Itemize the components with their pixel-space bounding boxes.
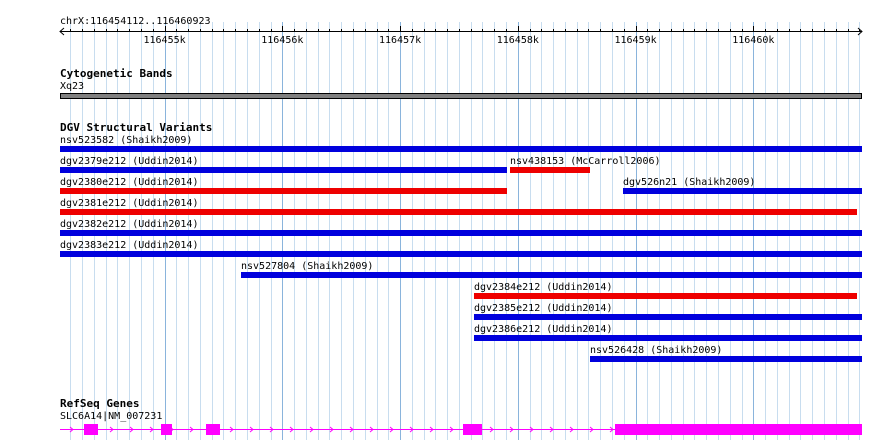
strand-arrow bbox=[569, 426, 574, 433]
dgv-feature-label[interactable]: nsv523582 (Shaikh2009) bbox=[60, 135, 193, 146]
dgv-feature-label[interactable]: dgv2379e212 (Uddin2014) bbox=[60, 156, 199, 167]
dgv-feature-bar[interactable] bbox=[60, 167, 507, 173]
ruler-tick-label: 116456k bbox=[261, 35, 304, 46]
ruler-tick-label: 116455k bbox=[143, 35, 186, 46]
dgv-feature-label[interactable]: dgv2382e212 (Uddin2014) bbox=[60, 219, 199, 230]
exon bbox=[84, 424, 98, 435]
dgv-feature-label[interactable]: dgv2381e212 (Uddin2014) bbox=[60, 198, 199, 209]
ruler-left-arrow bbox=[59, 27, 65, 36]
refseq-track-title[interactable]: RefSeq Genes bbox=[60, 397, 140, 410]
ruler-tick-label: 116457k bbox=[378, 35, 422, 46]
ruler bbox=[59, 26, 863, 36]
strand-arrow bbox=[149, 426, 154, 433]
ruler-tick-label: 116460k bbox=[732, 35, 775, 46]
dgv-feature-label[interactable]: dgv2386e212 (Uddin2014) bbox=[474, 324, 613, 335]
strand-arrow bbox=[589, 426, 594, 433]
dgv-feature-label[interactable]: nsv527804 (Shaikh2009) bbox=[241, 261, 374, 272]
strand-arrow bbox=[69, 426, 74, 433]
dgv-feature-label[interactable]: nsv438153 (McCarroll2006) bbox=[510, 156, 661, 167]
dgv-feature-label[interactable]: dgv526n21 (Shaikh2009) bbox=[623, 177, 756, 188]
strand-arrow bbox=[229, 426, 234, 433]
dgv-feature-bar[interactable] bbox=[474, 314, 862, 320]
exon bbox=[615, 424, 862, 435]
strand-arrow bbox=[269, 426, 274, 433]
dgv-feature-bar[interactable] bbox=[241, 272, 862, 278]
ruler-tick-label: 116458k bbox=[496, 35, 539, 46]
dgv-feature-bar[interactable] bbox=[623, 188, 862, 194]
dgv-feature-label[interactable]: dgv2380e212 (Uddin2014) bbox=[60, 177, 199, 188]
ruler-tick-label: 116459k bbox=[614, 35, 657, 46]
dgv-feature-bar[interactable] bbox=[474, 335, 862, 341]
strand-arrow bbox=[549, 426, 554, 433]
strand-arrow bbox=[389, 426, 394, 433]
exon bbox=[463, 424, 482, 435]
strand-arrow bbox=[449, 426, 454, 433]
dgv-feature-bar[interactable] bbox=[510, 167, 590, 173]
strand-arrow bbox=[489, 426, 494, 433]
dgv-feature-label[interactable]: nsv526428 (Shaikh2009) bbox=[590, 345, 723, 356]
gene-label[interactable]: SLC6A14|NM_007231 bbox=[60, 411, 163, 422]
dgv-feature-bar[interactable] bbox=[60, 146, 862, 152]
dgv-feature-bar[interactable] bbox=[60, 209, 857, 215]
dgv-feature-bar[interactable] bbox=[60, 251, 862, 257]
dgv-feature-label[interactable]: dgv2385e212 (Uddin2014) bbox=[474, 303, 613, 314]
dgv-feature-bar[interactable] bbox=[590, 356, 862, 362]
strand-arrow bbox=[609, 426, 614, 433]
strand-arrow bbox=[509, 426, 514, 433]
strand-arrow bbox=[529, 426, 534, 433]
cytoband-label: Xq23 bbox=[60, 81, 85, 92]
strand-arrow bbox=[329, 426, 334, 433]
strand-arrow bbox=[369, 426, 374, 433]
exon bbox=[161, 424, 172, 435]
cytoband-bar[interactable] bbox=[60, 93, 862, 99]
dgv-feature-label[interactable]: dgv2383e212 (Uddin2014) bbox=[60, 240, 199, 251]
strand-arrow bbox=[109, 426, 114, 433]
coordinate-label: chrX:116454112..116460923 bbox=[60, 16, 211, 27]
strand-arrow bbox=[429, 426, 434, 433]
exon bbox=[206, 424, 220, 435]
strand-arrow bbox=[349, 426, 354, 433]
dgv-feature-bar[interactable] bbox=[60, 230, 862, 236]
strand-arrow bbox=[249, 426, 254, 433]
dgv-feature-label[interactable]: dgv2384e212 (Uddin2014) bbox=[474, 282, 613, 293]
dgv-feature-bar[interactable] bbox=[474, 293, 857, 299]
dgv-feature-bar[interactable] bbox=[60, 188, 507, 194]
strand-arrow bbox=[289, 426, 294, 433]
strand-arrow bbox=[129, 426, 134, 433]
strand-arrow bbox=[309, 426, 314, 433]
strand-arrow bbox=[409, 426, 414, 433]
dgv-track-title[interactable]: DGV Structural Variants bbox=[60, 121, 213, 134]
strand-arrow bbox=[189, 426, 194, 433]
cytogenetic-track-title[interactable]: Cytogenetic Bands bbox=[60, 67, 173, 80]
